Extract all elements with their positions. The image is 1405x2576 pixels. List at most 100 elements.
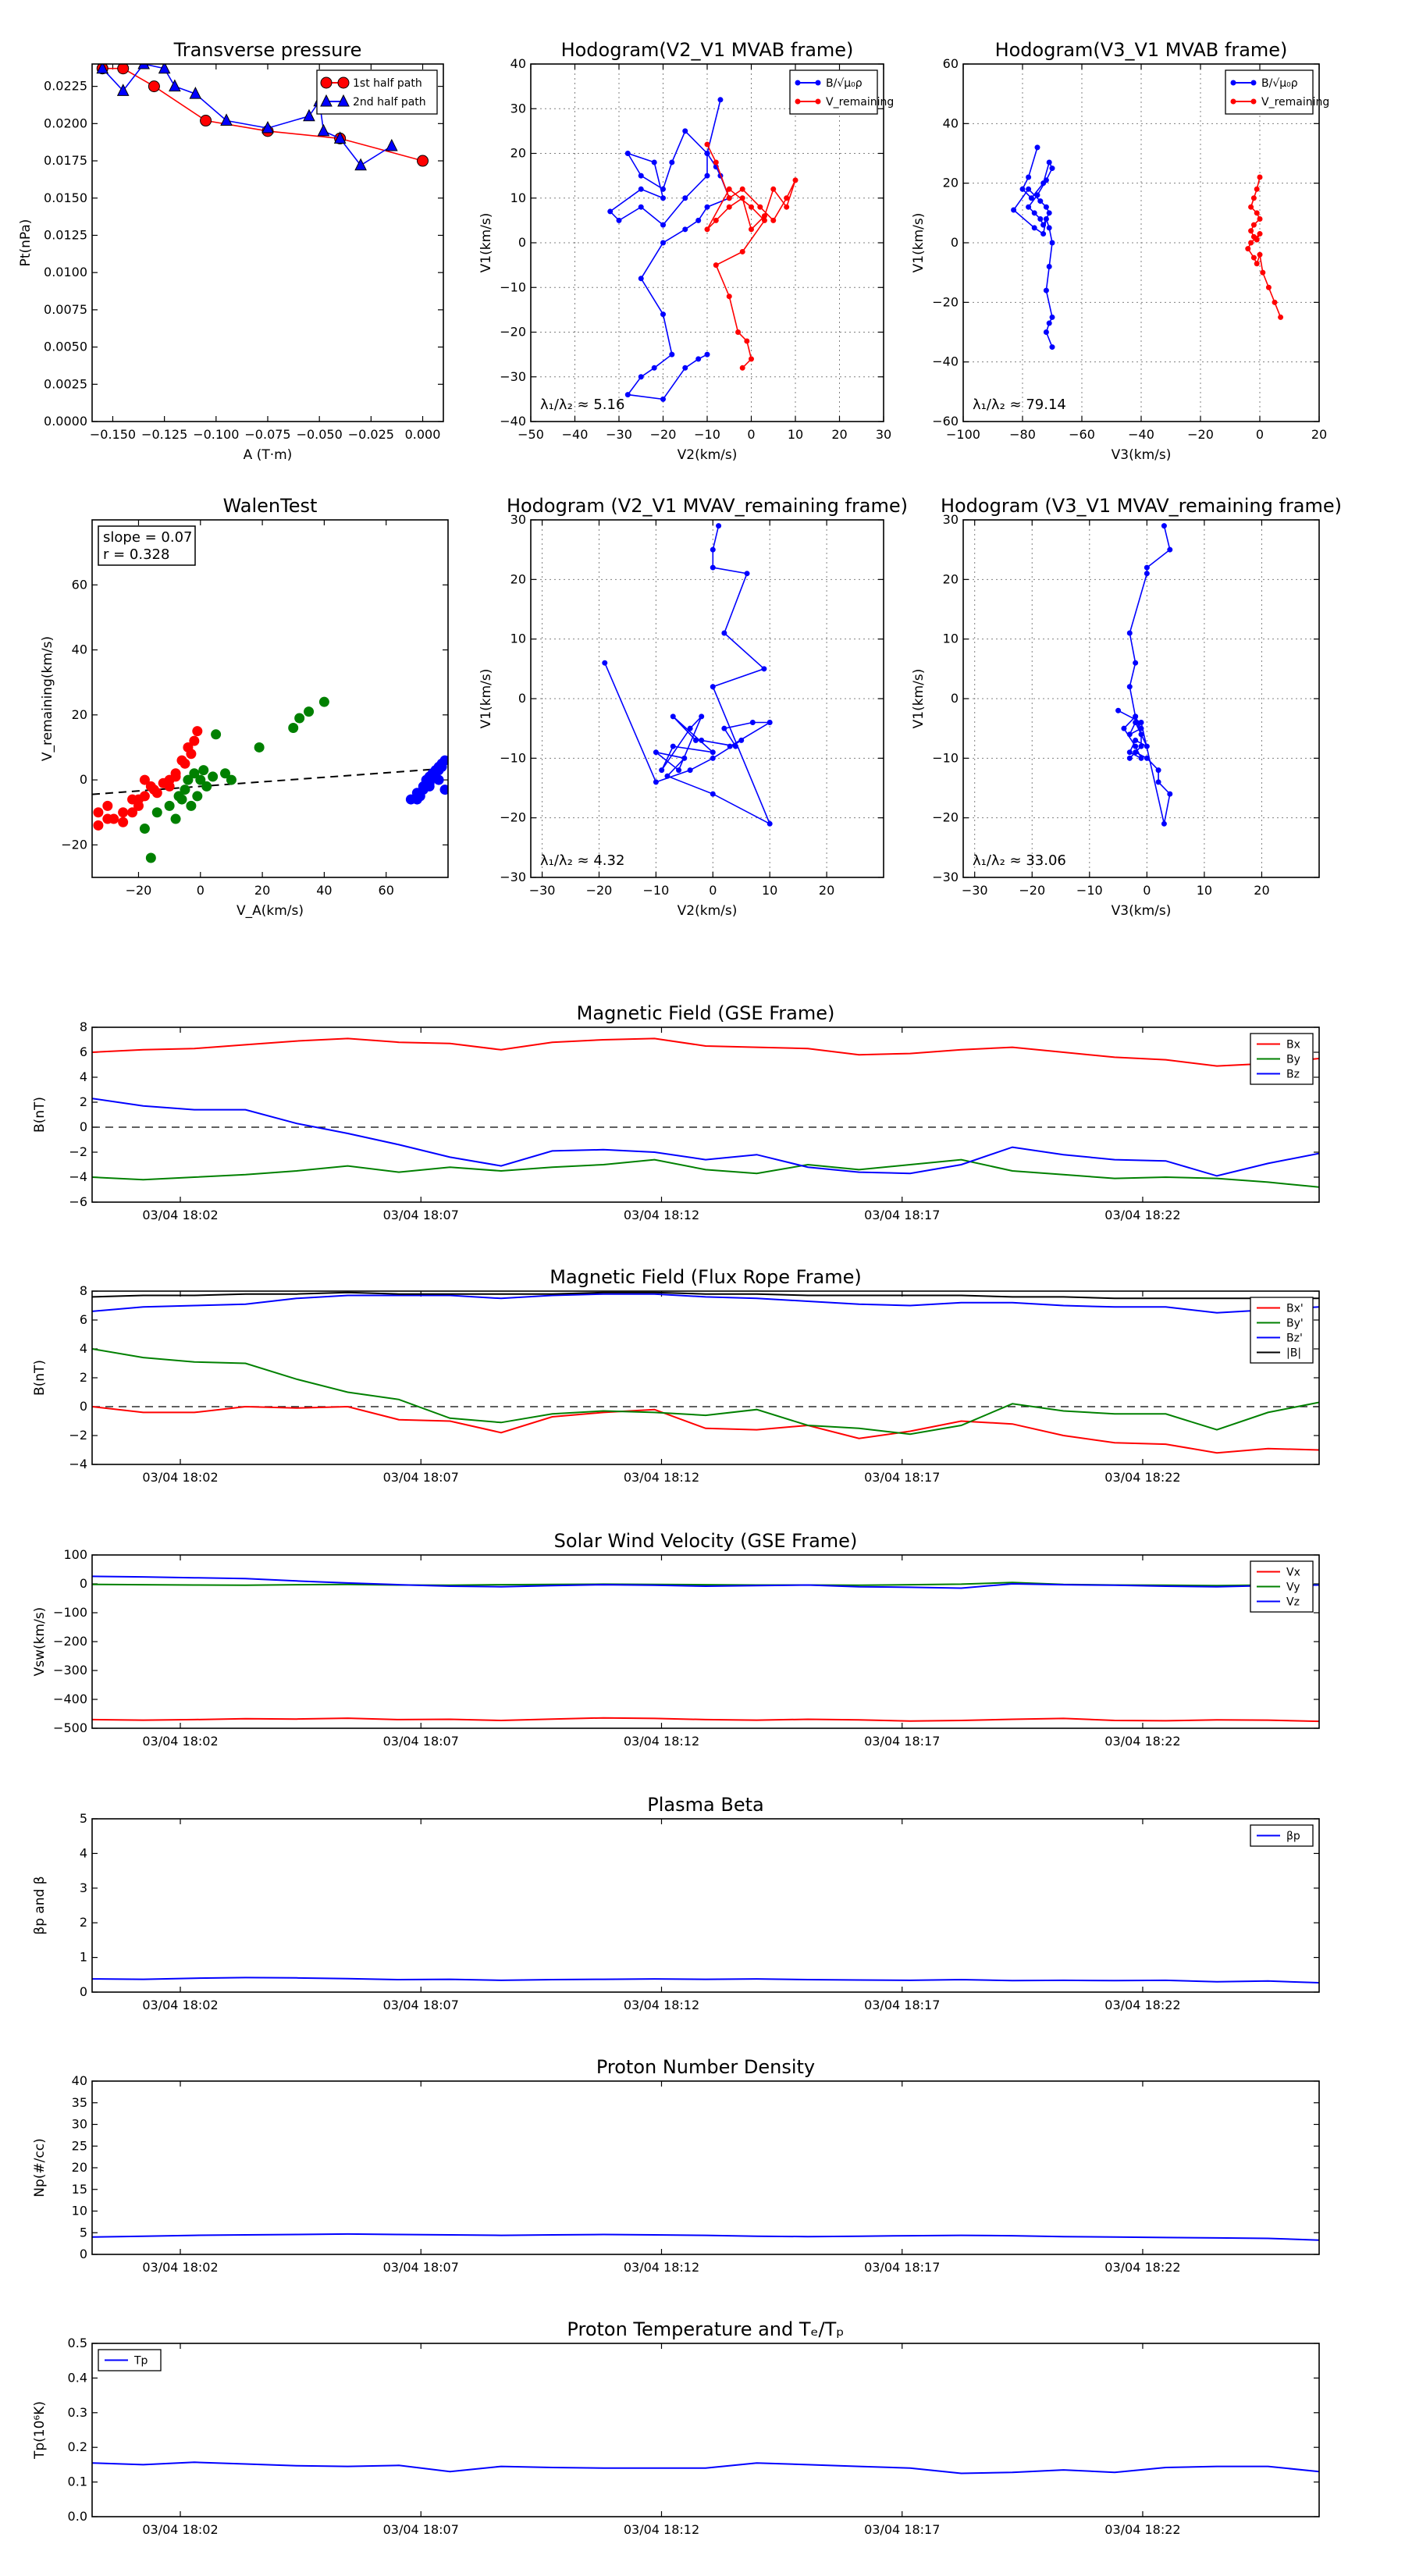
data-point [704, 226, 710, 233]
chart-h4: Hodogram (V3_V1 MVAV_remaining frame) −30… [911, 495, 1342, 919]
data-point [1126, 684, 1133, 690]
chart-beta: Plasma Beta 03/04 18:02 03/04 18:07 03/04 1… [32, 1794, 1320, 2012]
series-line-0 [609, 99, 731, 400]
data-point [254, 742, 265, 753]
data-point [1265, 284, 1272, 290]
chart-title: Hodogram(V3_V1 MVAB frame) [995, 39, 1288, 61]
data-point [1026, 174, 1032, 180]
data-point [757, 204, 763, 210]
data-point [710, 755, 716, 761]
legend-label: Bx [1286, 1039, 1300, 1051]
chart-title: Hodogram(V2_V1 MVAB frame) [561, 39, 854, 61]
y-tick-label: 0 [951, 235, 959, 250]
y-tick-label: 0.0200 [44, 116, 87, 130]
x-tick-label: 40 [316, 883, 332, 898]
y-tick-label: −100 [53, 1605, 87, 1620]
data-point [739, 248, 745, 254]
y-tick-label: −10 [500, 750, 526, 765]
data-point [1037, 198, 1044, 205]
y-tick-label: 0 [80, 772, 87, 787]
data-point [189, 87, 202, 99]
y-tick-label: 100 [63, 1547, 87, 1562]
x-tick-label: 03/04 18:22 [1104, 2522, 1180, 2537]
y-tick-label: 6 [80, 1312, 87, 1327]
series-line-0 [92, 1976, 1319, 1984]
data-point [96, 64, 109, 74]
plot-frame [91, 1290, 1320, 1465]
data-point [749, 356, 754, 362]
series-line-0 [92, 2233, 1319, 2241]
data-point [433, 774, 444, 785]
legend-marker [337, 76, 350, 89]
data-point [303, 109, 315, 122]
plot-frame [962, 519, 1320, 878]
data-point [170, 813, 181, 824]
data-point [638, 204, 644, 210]
data-point [1260, 269, 1266, 276]
data-point [145, 781, 156, 792]
data-point [195, 774, 206, 785]
data-point [139, 824, 150, 834]
data-point [767, 820, 773, 827]
x-tick-label: 03/04 18:17 [864, 1470, 940, 1485]
x-tick-label: −80 [1009, 427, 1036, 442]
y-tick-label: −20 [932, 294, 959, 309]
y-tick-label: 40 [510, 56, 526, 71]
data-point [220, 113, 233, 126]
data-point [784, 195, 790, 201]
data-point [651, 365, 657, 371]
x-tick-label: −40 [562, 427, 589, 442]
series-line-2 [92, 1575, 1319, 1589]
data-point [183, 774, 194, 785]
data-point [713, 262, 719, 269]
legend: B/√μ₀ρ V_remaining [1225, 69, 1329, 115]
x-tick-label: 03/04 18:07 [383, 2260, 459, 2275]
data-point [1245, 246, 1251, 252]
y-tick-label: 2 [80, 1094, 87, 1109]
data-point [1046, 264, 1052, 270]
plot-frame [91, 519, 449, 878]
data-point [660, 396, 666, 402]
data-point [676, 767, 682, 774]
series-line-1 [706, 144, 796, 368]
x-tick-label: 0.000 [405, 427, 441, 442]
y-tick-label: 0.0150 [44, 190, 87, 205]
data-point [148, 80, 160, 93]
data-point [699, 713, 705, 720]
data-point [1126, 731, 1133, 738]
data-point [1138, 731, 1144, 738]
x-tick-label: 0 [747, 427, 755, 442]
plot-area [92, 1291, 1319, 1454]
x-tick-label: 03/04 18:02 [142, 1470, 218, 1485]
legend: B/√μ₀ρ V_remaining [789, 69, 894, 115]
y-tick-label: −400 [53, 1692, 87, 1706]
legend-marker [795, 98, 801, 105]
data-point [726, 186, 732, 192]
data-point [1133, 720, 1139, 726]
data-point [739, 186, 745, 192]
x-tick-label: 03/04 18:07 [383, 1734, 459, 1749]
data-point [1257, 174, 1263, 180]
series-line-0 [92, 1037, 1319, 1067]
chart-h1: Hodogram(V2_V1 MVAB frame)−50 −40 −30 −20 −1… [478, 39, 894, 463]
legend-label: Bz [1286, 1069, 1300, 1081]
y-tick-label: 0 [951, 691, 959, 706]
chart-tpr: Proton Temperature and Tₑ/Tₚ 03/04 18:02 0… [32, 2318, 1320, 2537]
data-point [118, 807, 129, 818]
x-tick-label: 03/04 18:07 [383, 1470, 459, 1485]
y-tick-label: 0.0175 [44, 153, 87, 168]
y-tick-label: 25 [72, 2138, 87, 2153]
plot-frame [91, 63, 444, 422]
data-point [226, 774, 237, 785]
data-point [721, 725, 727, 731]
data-point [1026, 204, 1032, 210]
data-point [169, 79, 181, 92]
legend-marker [815, 98, 821, 105]
data-point [1133, 749, 1139, 756]
data-point [726, 204, 732, 210]
y-tick-label: 40 [72, 2073, 87, 2088]
y-tick-label: 20 [72, 707, 87, 722]
series-line-0 [92, 1405, 1319, 1454]
x-tick-label: 03/04 18:22 [1104, 2260, 1180, 2275]
chart-title: Solar Wind Velocity (GSE Frame) [554, 1530, 858, 1552]
